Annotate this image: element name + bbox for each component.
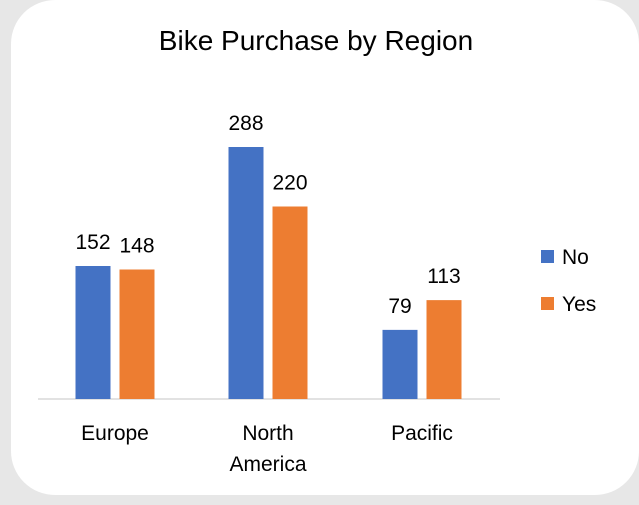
- legend-swatch-no: [541, 250, 554, 263]
- x-tick-label-europe: Europe: [81, 422, 149, 445]
- x-tick-label-pacific: Pacific: [391, 422, 453, 445]
- chart-title: Bike Purchase by Region: [159, 25, 473, 56]
- data-label-pacific-yes: 113: [427, 265, 460, 288]
- legend-label-yes: Yes: [562, 293, 596, 316]
- bar-europe-yes: [119, 269, 155, 399]
- bar-north-america-yes: [272, 206, 308, 399]
- data-label-europe-yes: 148: [119, 235, 154, 258]
- chart-card: [11, 0, 639, 495]
- bar-pacific-yes: [426, 300, 462, 399]
- data-label-europe-no: 152: [75, 231, 110, 254]
- labels-layer: 152 148 Europe 288 220 North America 79 113 Pacif…: [75, 112, 460, 476]
- bar-pacific-no: [382, 329, 418, 399]
- legend: No Yes: [541, 246, 596, 316]
- bars-layer: [75, 147, 462, 399]
- data-label-north-america-yes: 220: [272, 172, 307, 195]
- data-label-pacific-no: 79: [388, 295, 411, 318]
- legend-label-no: No: [562, 246, 589, 269]
- legend-swatch-yes: [541, 297, 554, 310]
- bar-europe-no: [75, 266, 111, 399]
- data-label-north-america-no: 288: [228, 112, 263, 135]
- x-tick-label-north-america: North America: [229, 422, 306, 476]
- bar-north-america-no: [228, 147, 264, 399]
